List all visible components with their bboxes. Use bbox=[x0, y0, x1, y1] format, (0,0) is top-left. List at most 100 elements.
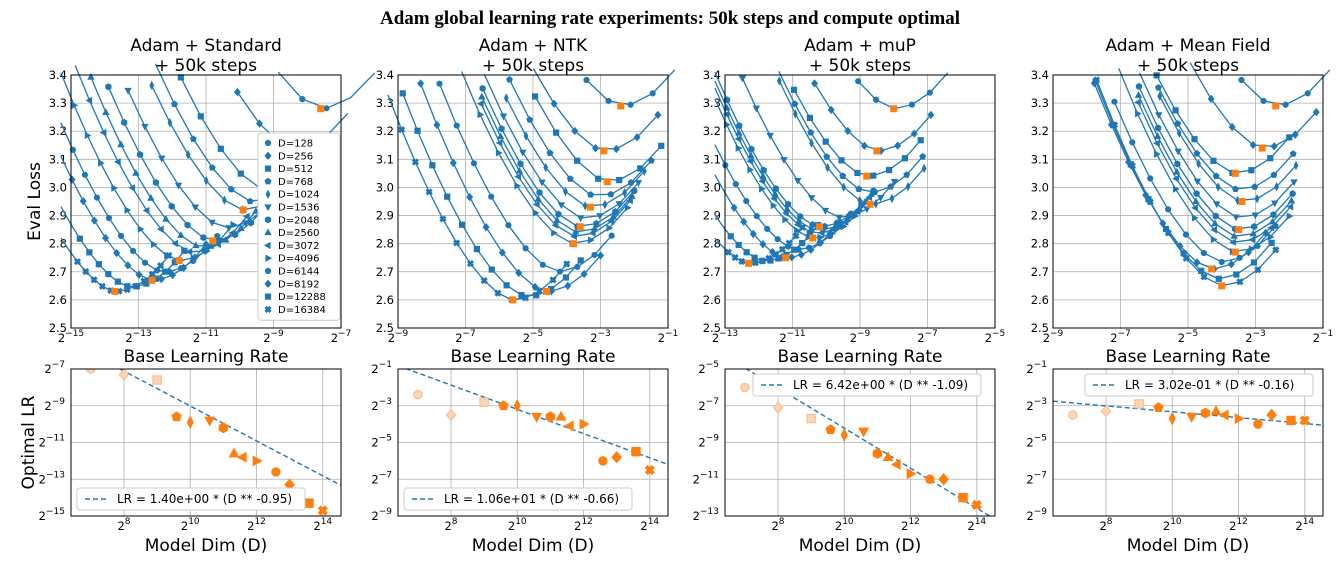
data-point bbox=[890, 178, 899, 186]
data-point bbox=[191, 204, 200, 212]
optimal-lr-point bbox=[118, 369, 130, 381]
data-point bbox=[1176, 128, 1182, 138]
data-point bbox=[910, 129, 918, 138]
data-point bbox=[577, 257, 584, 264]
data-point bbox=[1228, 122, 1236, 132]
data-point bbox=[822, 138, 829, 145]
data-point bbox=[605, 97, 612, 105]
data-point bbox=[1232, 185, 1239, 192]
data-point bbox=[860, 141, 868, 150]
data-point bbox=[865, 193, 873, 202]
x-tick-label: 2−1 bbox=[1313, 329, 1334, 345]
data-point bbox=[323, 105, 330, 112]
legend-entry: D=6144 bbox=[278, 267, 320, 278]
legend-entry: D=1536 bbox=[278, 203, 320, 214]
data-point bbox=[1286, 212, 1294, 220]
y-tick-label: 2−15 bbox=[39, 507, 65, 523]
loss-curve bbox=[790, 86, 924, 179]
legend-marker bbox=[264, 228, 272, 236]
y-tick-label: 2.7 bbox=[1031, 265, 1049, 279]
data-point bbox=[227, 185, 235, 193]
data-point bbox=[797, 250, 805, 259]
data-point bbox=[477, 110, 485, 119]
data-point bbox=[583, 76, 590, 84]
optimal-lr-point bbox=[971, 499, 982, 511]
data-point bbox=[531, 93, 539, 100]
data-point bbox=[168, 270, 177, 280]
data-point bbox=[252, 207, 260, 214]
plot-frame bbox=[397, 368, 669, 517]
data-point bbox=[222, 195, 227, 205]
series-line bbox=[778, 71, 924, 193]
data-point bbox=[539, 261, 546, 268]
x-tick-label: 212 bbox=[574, 517, 593, 533]
data-point bbox=[149, 80, 155, 91]
data-point bbox=[1262, 228, 1270, 238]
x-tick-label: 2−9 bbox=[1043, 329, 1064, 345]
data-point bbox=[494, 289, 502, 297]
data-point bbox=[534, 194, 542, 202]
y-tick-label: 2.5 bbox=[376, 321, 394, 335]
data-point bbox=[772, 185, 779, 193]
optimal-lr-point bbox=[1234, 413, 1245, 425]
data-point bbox=[1154, 150, 1161, 158]
data-point bbox=[466, 259, 474, 268]
optimal-point bbox=[576, 223, 584, 231]
optimal-lr-point bbox=[1168, 411, 1176, 426]
data-point bbox=[885, 166, 893, 174]
data-point bbox=[535, 287, 543, 295]
x-tick-label: 2−13 bbox=[125, 329, 151, 345]
optimal-lr-point bbox=[631, 446, 641, 457]
data-point bbox=[759, 185, 766, 193]
legend-marker bbox=[264, 279, 272, 288]
data-point bbox=[622, 187, 628, 198]
y-tick-label: 2−5 bbox=[1026, 434, 1047, 450]
loss-curve bbox=[811, 79, 935, 155]
data-point bbox=[722, 110, 730, 119]
data-point bbox=[141, 123, 149, 131]
data-point bbox=[588, 229, 596, 237]
data-point bbox=[778, 245, 786, 253]
loss-curve bbox=[855, 72, 949, 112]
optimal-point bbox=[617, 102, 625, 110]
data-point bbox=[738, 75, 747, 83]
data-point bbox=[1182, 254, 1190, 262]
data-point bbox=[847, 210, 855, 217]
data-point bbox=[1193, 149, 1201, 157]
panel-title: + 50k steps bbox=[1137, 56, 1239, 76]
loss-curve bbox=[417, 79, 605, 296]
data-point bbox=[785, 239, 793, 247]
optimal-point bbox=[866, 200, 874, 208]
data-point bbox=[185, 149, 191, 160]
data-point bbox=[417, 79, 425, 88]
data-point bbox=[551, 229, 558, 237]
data-point bbox=[571, 126, 579, 136]
data-point bbox=[543, 162, 549, 173]
y-tick-label: 2−1 bbox=[371, 360, 392, 376]
data-point bbox=[1248, 167, 1255, 174]
data-point bbox=[841, 182, 847, 192]
y-tick-label: 2−11 bbox=[39, 434, 65, 450]
optimal-lr-point bbox=[1253, 419, 1263, 429]
data-point bbox=[807, 129, 815, 136]
plot-frame bbox=[724, 368, 996, 517]
data-point bbox=[1312, 107, 1320, 117]
data-point bbox=[117, 140, 125, 148]
data-point bbox=[1174, 160, 1181, 168]
data-point bbox=[98, 282, 106, 290]
data-point bbox=[794, 177, 802, 185]
data-point bbox=[1196, 158, 1202, 169]
data-point bbox=[817, 229, 825, 237]
data-point bbox=[1249, 140, 1257, 150]
data-point bbox=[466, 192, 474, 202]
data-point bbox=[736, 122, 743, 130]
data-point bbox=[566, 175, 574, 182]
y-tick-label: 3.3 bbox=[49, 96, 67, 110]
data-point bbox=[806, 114, 813, 122]
y-tick-label: 3.1 bbox=[1031, 152, 1049, 166]
optimal-lr-panel: 2−15 2−13 2−11 2−9 2−7 28 210 212 214 Model Dim (… bbox=[19, 360, 342, 556]
data-point bbox=[1268, 217, 1277, 225]
x-tick-label: 210 bbox=[835, 517, 854, 533]
data-point bbox=[1135, 82, 1143, 91]
data-point bbox=[142, 206, 150, 215]
